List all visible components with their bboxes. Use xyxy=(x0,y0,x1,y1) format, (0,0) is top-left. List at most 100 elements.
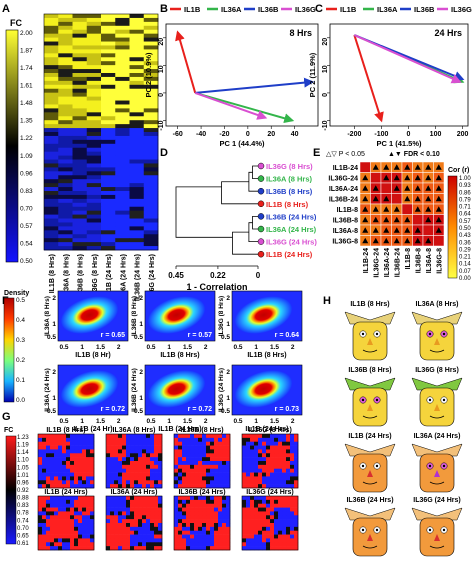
heatmap-a-cell xyxy=(129,171,145,176)
som-cell xyxy=(282,449,287,454)
som-cell xyxy=(154,507,159,512)
som-cell xyxy=(66,538,71,543)
heatmap-a-cell xyxy=(86,57,102,62)
som-cell xyxy=(194,526,199,532)
som-cell xyxy=(78,453,83,458)
heatmap-a-cell xyxy=(115,151,130,156)
som-cell xyxy=(262,480,267,485)
som-cell xyxy=(202,449,207,454)
som-cell xyxy=(154,511,159,516)
som-cell xyxy=(286,534,291,539)
som-cell xyxy=(266,499,271,505)
dendrogram-link xyxy=(252,165,258,179)
som-cell xyxy=(46,476,51,481)
density-y-tick: 2 xyxy=(52,295,56,302)
heatmap-a-cell xyxy=(143,187,159,192)
som-cell xyxy=(218,461,223,466)
heatmap-a-cell xyxy=(44,124,59,129)
face-nose xyxy=(434,470,440,477)
som-cell xyxy=(138,511,143,516)
som-cell xyxy=(282,480,287,485)
face-mouth xyxy=(362,415,378,419)
som-cell xyxy=(246,457,251,462)
som-cell xyxy=(142,496,147,501)
som-cell xyxy=(38,464,43,470)
heatmap-a-cell xyxy=(44,155,59,160)
density-y-tick: 2 xyxy=(226,295,230,302)
dendrogram-leaf-marker xyxy=(257,213,265,220)
som-cell xyxy=(90,484,95,489)
som-cell xyxy=(226,534,231,539)
som-frame xyxy=(173,433,231,489)
som-cell xyxy=(90,503,95,508)
som-cell xyxy=(274,519,279,524)
som-cell xyxy=(90,530,95,535)
som-cell xyxy=(174,534,179,539)
som-cell xyxy=(222,453,227,458)
y-tick-label: -10 xyxy=(322,120,329,130)
som-cell xyxy=(278,503,283,508)
som-cell xyxy=(42,441,47,446)
face-mouth xyxy=(362,349,378,353)
som-cell xyxy=(286,453,291,458)
pca-arrow xyxy=(194,91,295,124)
heatmap-a-cell xyxy=(129,128,145,133)
heatmap-a-column-label: IL36B (24 Hrs) xyxy=(135,254,142,301)
som-cell xyxy=(286,496,291,501)
som-cell xyxy=(242,449,247,454)
y-axis-label: PC 2 (11.9%) xyxy=(308,52,317,97)
som-cell xyxy=(250,519,255,524)
heatmap-a-cell xyxy=(115,242,130,247)
som-cell xyxy=(218,472,223,477)
som-cell xyxy=(186,534,191,539)
som-cell xyxy=(70,530,75,535)
som-cell xyxy=(78,441,83,446)
som-cell xyxy=(90,526,95,532)
som-cell xyxy=(290,542,295,547)
som-cell xyxy=(242,496,247,501)
x-tick-label: 0 xyxy=(246,131,250,138)
som-cell xyxy=(90,507,95,512)
som-cell xyxy=(214,499,219,505)
heatmap-a-cell xyxy=(58,84,73,90)
som-cell xyxy=(46,449,51,454)
heatmap-a-cell xyxy=(143,194,159,200)
som-cell xyxy=(254,546,259,551)
som-cell xyxy=(150,507,155,512)
som-cell xyxy=(278,461,283,466)
significance-marker xyxy=(435,164,442,170)
som-cell xyxy=(270,434,275,439)
som-cell xyxy=(46,472,51,477)
heatmap-a-cell xyxy=(115,92,130,97)
correlation-value: r = 0.73 xyxy=(275,406,299,413)
som-cell xyxy=(158,445,163,450)
som-cell xyxy=(206,542,211,547)
heatmap-a-cell xyxy=(86,147,102,153)
som-cell xyxy=(254,507,259,512)
som-cell xyxy=(250,511,255,516)
som-cell xyxy=(90,499,95,505)
som-cell xyxy=(90,449,95,454)
significance-marker xyxy=(414,237,421,244)
som-cell xyxy=(254,496,259,501)
heatmap-a-cell xyxy=(86,21,102,27)
som-cell xyxy=(290,445,295,450)
som-cell xyxy=(70,523,75,528)
density-x-tick: 1.5 xyxy=(96,418,105,425)
heatmap-a-cell xyxy=(129,132,145,137)
som-cell xyxy=(226,441,231,446)
som-cell xyxy=(158,434,163,439)
heatmap-a-cell xyxy=(58,147,73,153)
significance-marker xyxy=(425,216,432,223)
som-cell xyxy=(158,530,163,535)
som-title: IL36G (8 Hrs) xyxy=(248,427,292,434)
colorbar-f-title: Density xyxy=(4,290,29,297)
colorbar-a-tick: 1.35 xyxy=(20,118,33,125)
heatmap-a-cell xyxy=(58,104,73,109)
som-cell xyxy=(38,507,43,512)
som-cell xyxy=(274,468,279,473)
correlation-cell xyxy=(380,182,392,194)
face-nose xyxy=(367,338,373,345)
som-cell xyxy=(270,507,275,512)
